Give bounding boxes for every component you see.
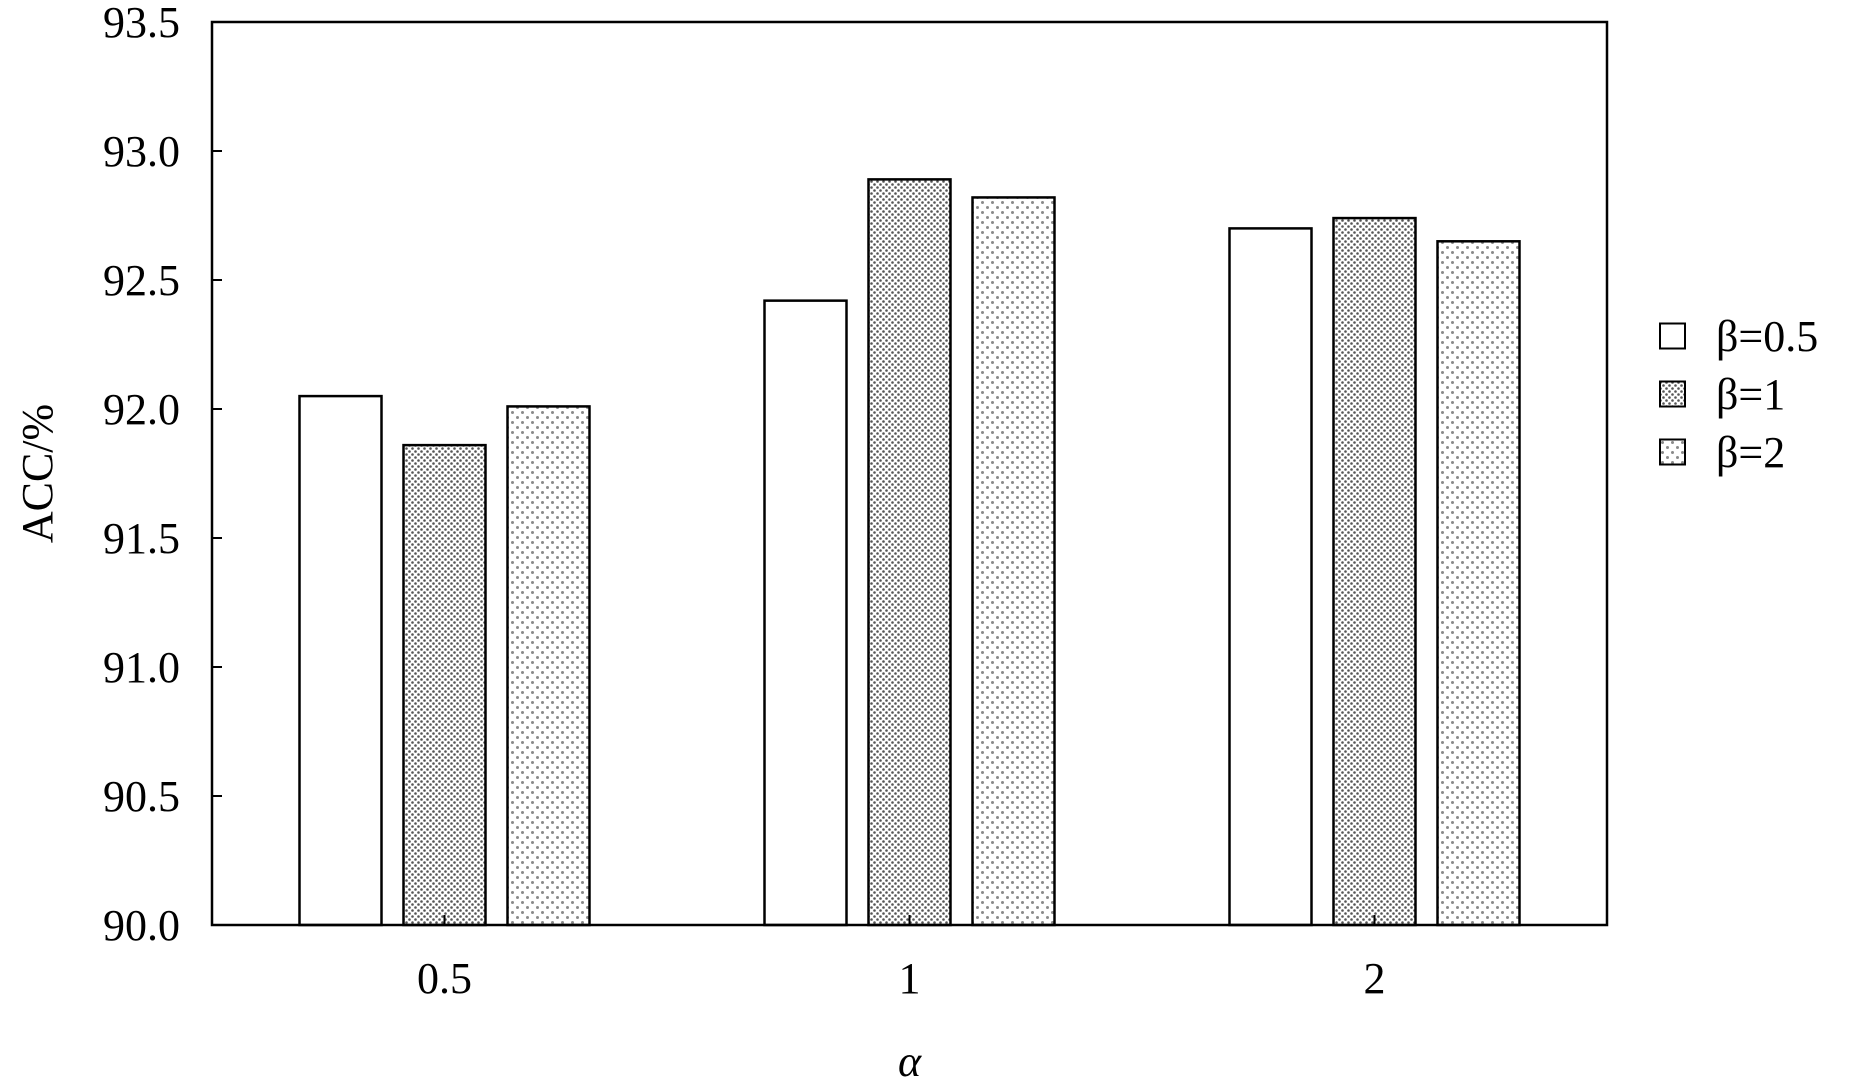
legend-swatch-series-2 [1659, 380, 1686, 408]
bar-1-series-1 [763, 299, 848, 927]
bar-2-series-3 [1436, 240, 1521, 927]
bar-0.5-series-3 [506, 405, 591, 927]
y-tick-label: 91.0 [103, 643, 180, 692]
x-tick-label: 2 [1364, 954, 1386, 1003]
y-tick-label: 90.5 [103, 772, 180, 821]
y-tick-label: 93.5 [103, 0, 180, 47]
legend-label-series-1: β=0.5 [1716, 312, 1818, 361]
bar-1-series-3 [971, 196, 1056, 927]
legend-swatch-series-1 [1659, 322, 1686, 350]
bar-2-series-1 [1228, 227, 1313, 927]
bar-1-series-2 [867, 178, 952, 927]
bar-0.5-series-2 [402, 443, 487, 927]
x-axis-title: α [898, 1037, 922, 1086]
legend-label-series-2: β=1 [1716, 370, 1785, 419]
y-axis-title: ACC/% [13, 404, 62, 543]
y-axis-ticks: 90.0 90.5 91.0 91.5 92.0 92.5 93.0 93.5 [103, 0, 222, 950]
y-tick-label: 92.5 [103, 256, 180, 305]
x-tick-label: 0.5 [417, 954, 472, 1003]
bar-2-series-2 [1332, 216, 1417, 927]
plot-frame [210, 20, 1609, 927]
y-tick-label: 90.0 [103, 901, 180, 950]
y-tick-label: 91.5 [103, 514, 180, 563]
bars-group [298, 178, 1521, 927]
legend-label-series-3: β=2 [1716, 428, 1785, 477]
bar-0.5-series-1 [298, 394, 383, 927]
x-axis-ticks: 0.5 1 2 [417, 915, 1386, 1003]
y-tick-label: 92.0 [103, 385, 180, 434]
legend: β=0.5 β=1 β=2 [1659, 312, 1818, 477]
legend-swatch-series-3 [1659, 438, 1686, 466]
y-tick-label: 93.0 [103, 127, 180, 176]
x-tick-label: 1 [899, 954, 921, 1003]
